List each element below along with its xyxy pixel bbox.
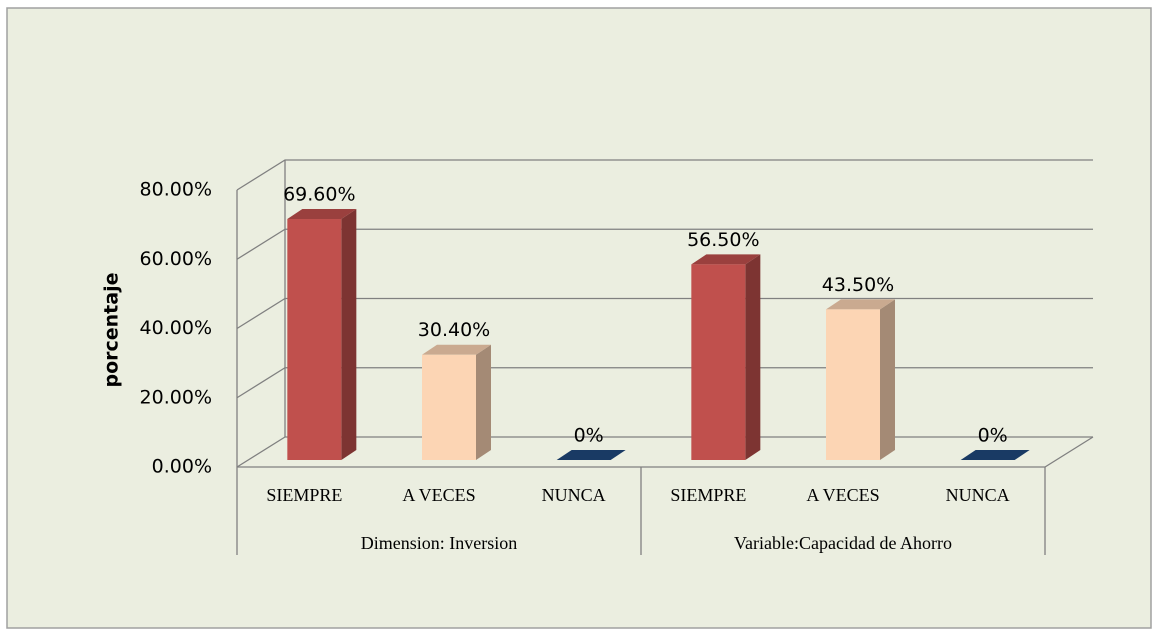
y-tick-label: 0.00% (152, 456, 212, 478)
y-tick-label: 20.00% (140, 386, 212, 408)
bar-top (422, 344, 491, 355)
bar (691, 254, 761, 460)
grid-line (236, 159, 1093, 191)
value-label: 69.60% (283, 184, 355, 206)
bar (556, 450, 626, 460)
x-tick-label: SIEMPRE (266, 485, 342, 505)
bar-front (422, 354, 476, 460)
x-tick-label: NUNCA (946, 485, 1010, 505)
bar-side (341, 209, 357, 460)
bar-side (476, 344, 491, 460)
value-label: 0% (574, 425, 604, 447)
bar-top (960, 450, 1030, 460)
x-tick-label: SIEMPRE (670, 485, 746, 505)
bar (826, 299, 895, 460)
bar (960, 450, 1030, 460)
group-label: Dimension: Inversion (361, 533, 517, 553)
value-label: 43.50% (822, 274, 894, 296)
bar-front (287, 219, 342, 460)
x-tick-label: A VECES (402, 485, 475, 505)
value-label: 30.40% (418, 319, 490, 341)
bar-side (880, 299, 895, 460)
bar (422, 344, 491, 460)
y-tick-label: 60.00% (140, 248, 212, 270)
y-tick-label: 80.00% (140, 179, 212, 201)
y-tick-label: 40.00% (140, 317, 212, 339)
bar-top (287, 209, 357, 220)
y-axis-label: porcentaje (101, 272, 123, 387)
x-tick-label: NUNCA (542, 485, 606, 505)
grid-line (236, 297, 1093, 330)
value-label: 56.50% (687, 229, 759, 251)
x-tick-label: A VECES (806, 485, 879, 505)
grid-line (236, 436, 1093, 468)
bar-side (745, 254, 761, 460)
grid-line (236, 228, 1093, 260)
value-label: 0% (978, 425, 1008, 447)
chart-background (6, 7, 1152, 629)
bar-top (691, 254, 761, 265)
bar (287, 209, 357, 460)
grid-line (236, 367, 1093, 399)
bar-front (826, 309, 880, 460)
bar-top (826, 299, 895, 310)
bar-top (556, 450, 626, 460)
group-label: Variable:Capacidad de Ahorro (734, 533, 952, 553)
bar-front (691, 264, 746, 460)
